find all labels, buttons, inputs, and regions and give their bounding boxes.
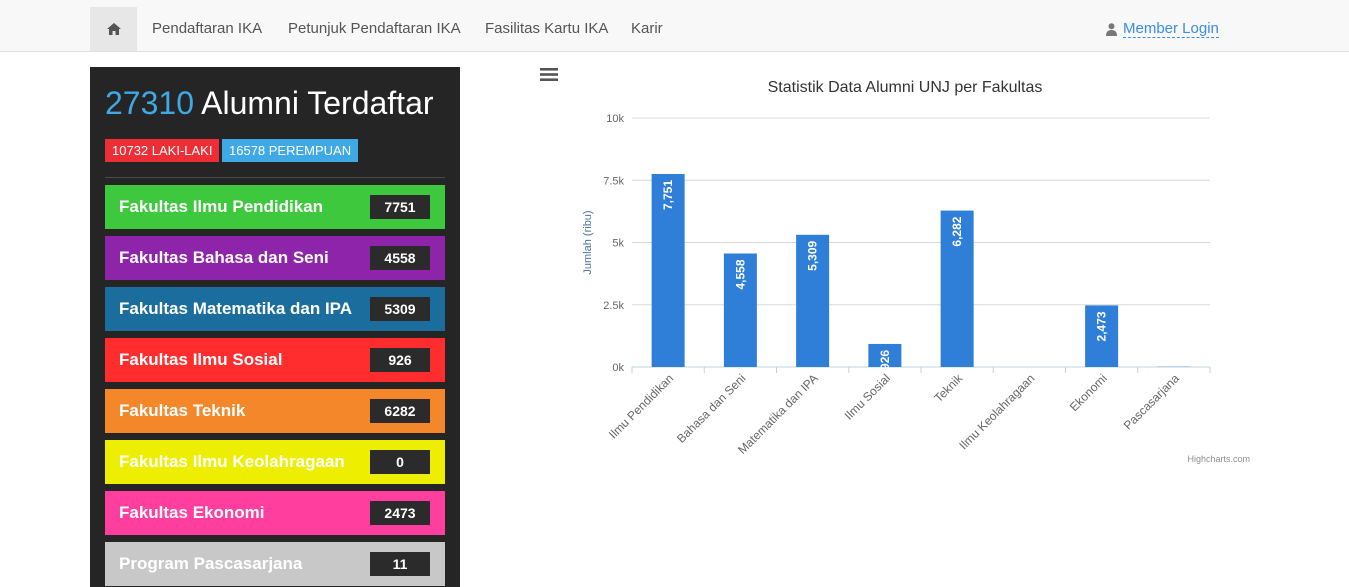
y-tick-label: 0k bbox=[612, 362, 624, 374]
faculty-count: 6282 bbox=[370, 399, 430, 423]
chart-title: Statistik Data Alumni UNJ per Fakultas bbox=[768, 79, 1043, 96]
nav-item-petunjuk[interactable]: Petunjuk Pendaftaran IKA bbox=[288, 7, 461, 51]
faculty-row: Fakultas Matematika dan IPA 5309 bbox=[105, 287, 445, 331]
data-label: 5,309 bbox=[806, 240, 820, 270]
faculty-count: 11 bbox=[370, 552, 430, 576]
x-tick-label: Teknik bbox=[931, 371, 966, 406]
faculty-row: Fakultas Teknik 6282 bbox=[105, 389, 445, 433]
x-tick-label: Bahasa dan Seni bbox=[674, 371, 749, 446]
alumni-total: 27310 bbox=[105, 85, 194, 121]
home-button[interactable] bbox=[90, 7, 137, 51]
faculty-name: Fakultas Ilmu Keolahragaan bbox=[119, 440, 345, 484]
faculty-count: 5309 bbox=[370, 297, 430, 321]
alumni-title: Alumni Terdaftar bbox=[201, 85, 433, 121]
faculty-row: Fakultas Ilmu Keolahragaan 0 bbox=[105, 440, 445, 484]
x-tick-label: Ekonomi bbox=[1067, 371, 1110, 414]
home-icon bbox=[107, 23, 121, 35]
nav-item-pendaftaran[interactable]: Pendaftaran IKA bbox=[152, 7, 262, 51]
x-tick-label: Ilmu Pendidikan bbox=[606, 371, 676, 441]
data-label: 6,282 bbox=[950, 216, 964, 246]
member-login-label: Member Login bbox=[1123, 21, 1219, 38]
data-label: 926 bbox=[878, 350, 892, 370]
x-tick-label: Ilmu Sosial bbox=[842, 371, 893, 422]
faculty-row: Program Pascasarjana 11 bbox=[105, 542, 445, 586]
alumni-summary-panel: 27310 Alumni Terdaftar 10732 LAKI-LAKI 1… bbox=[90, 67, 460, 587]
faculty-count: 7751 bbox=[370, 195, 430, 219]
data-label: 7,751 bbox=[661, 180, 675, 210]
x-tick-label: Matematika dan IPA bbox=[735, 371, 821, 457]
navbar: Pendaftaran IKA Petunjuk Pendaftaran IKA… bbox=[0, 0, 1349, 52]
data-label: 2,473 bbox=[1095, 311, 1109, 341]
chart-menu-icon[interactable] bbox=[540, 67, 558, 82]
faculty-count: 2473 bbox=[370, 501, 430, 525]
faculty-name: Fakultas Ilmu Sosial bbox=[119, 338, 282, 382]
female-count-badge: 16578 PEREMPUAN bbox=[222, 139, 358, 162]
y-tick-label: 10k bbox=[606, 113, 624, 125]
faculty-count: 926 bbox=[370, 348, 430, 372]
faculty-row: Fakultas Ekonomi 2473 bbox=[105, 491, 445, 535]
y-tick-label: 2.5k bbox=[603, 300, 624, 312]
faculty-row: Fakultas Ilmu Pendidikan 7751 bbox=[105, 185, 445, 229]
y-tick-label: 5k bbox=[612, 238, 624, 250]
faculty-name: Fakultas Teknik bbox=[119, 389, 245, 433]
chart-svg: Statistik Data Alumni UNJ per Fakultas 0k… bbox=[540, 67, 1260, 487]
nav-item-karir[interactable]: Karir bbox=[631, 7, 663, 51]
faculty-row: Fakultas Bahasa dan Seni 4558 bbox=[105, 236, 445, 280]
male-count-badge: 10732 LAKI-LAKI bbox=[105, 139, 219, 162]
faculty-name: Fakultas Matematika dan IPA bbox=[119, 287, 352, 331]
data-label: 4,558 bbox=[733, 259, 747, 289]
faculty-name: Program Pascasarjana bbox=[119, 542, 302, 586]
y-axis-title: Jumlah (ribu) bbox=[582, 210, 594, 274]
user-icon bbox=[1106, 23, 1117, 36]
y-tick-label: 7.5k bbox=[603, 175, 624, 187]
nav-item-fasilitas[interactable]: Fasilitas Kartu IKA bbox=[485, 7, 608, 51]
alumni-headline: 27310 Alumni Terdaftar bbox=[105, 85, 434, 122]
faculty-name: Fakultas Ilmu Pendidikan bbox=[119, 185, 323, 229]
faculty-count: 0 bbox=[370, 450, 430, 474]
divider bbox=[105, 177, 445, 178]
chart-credit: Highcharts.com bbox=[1187, 454, 1250, 464]
faculty-name: Fakultas Ekonomi bbox=[119, 491, 264, 535]
faculty-row: Fakultas Ilmu Sosial 926 bbox=[105, 338, 445, 382]
x-tick-label: Pascasarjana bbox=[1121, 371, 1183, 433]
faculty-name: Fakultas Bahasa dan Seni bbox=[119, 236, 329, 280]
faculty-count: 4558 bbox=[370, 246, 430, 270]
member-login-link[interactable]: Member Login bbox=[1106, 7, 1219, 51]
faculty-bar-chart: Statistik Data Alumni UNJ per Fakultas 0k… bbox=[540, 67, 1260, 487]
x-tick-label: Ilmu Keolahragaan bbox=[956, 371, 1037, 452]
